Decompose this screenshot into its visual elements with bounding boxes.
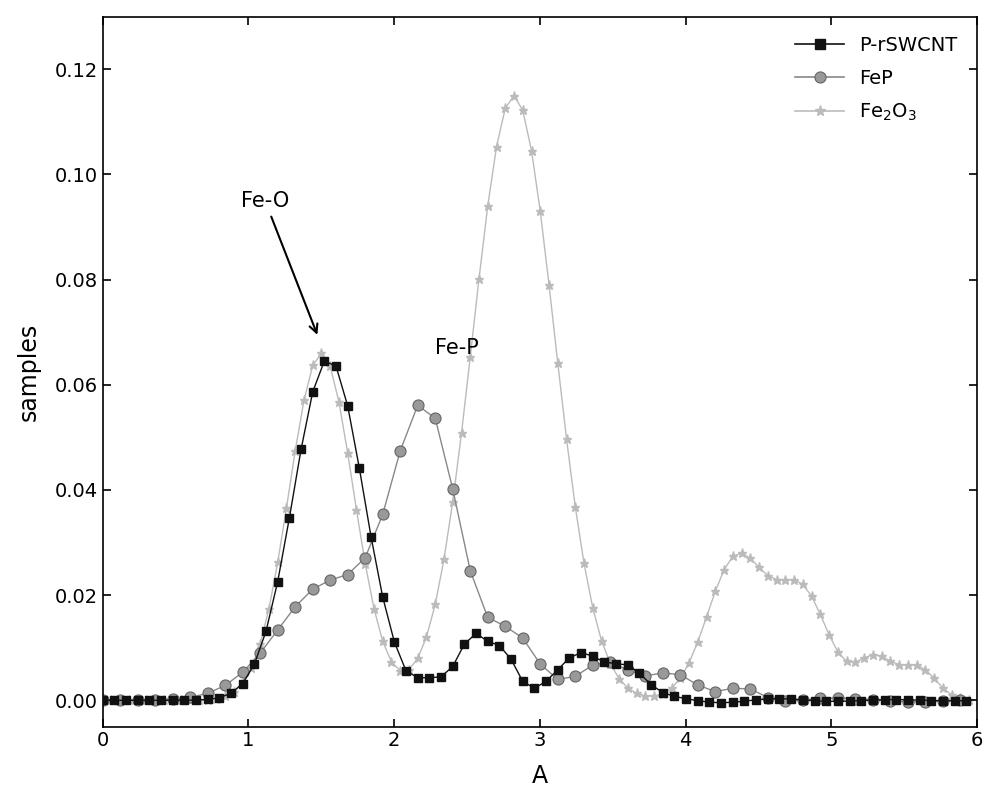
Line: FeP: FeP bbox=[97, 400, 966, 708]
P-rSWCNT bbox=[809, 696, 821, 705]
Line: P-rSWCNT: P-rSWCNT bbox=[98, 357, 970, 707]
FeP bbox=[517, 634, 529, 643]
FeP bbox=[394, 446, 406, 456]
Fe$_2$O$_3$ bbox=[963, 695, 975, 704]
FeP bbox=[272, 625, 284, 634]
FeP bbox=[552, 675, 564, 684]
Fe$_2$O$_3$ bbox=[552, 358, 564, 368]
FeP bbox=[709, 687, 721, 696]
Text: Fe-P: Fe-P bbox=[435, 338, 479, 358]
Text: Fe-O: Fe-O bbox=[241, 192, 317, 332]
FeP bbox=[167, 695, 179, 704]
Legend: P-rSWCNT, FeP, Fe$_2$O$_3$: P-rSWCNT, FeP, Fe$_2$O$_3$ bbox=[786, 27, 967, 132]
FeP bbox=[307, 584, 319, 594]
FeP bbox=[902, 697, 914, 707]
FeP bbox=[359, 553, 371, 563]
FeP bbox=[744, 684, 756, 694]
FeP bbox=[727, 683, 739, 693]
FeP bbox=[377, 510, 389, 519]
FeP bbox=[639, 671, 651, 681]
FeP bbox=[114, 696, 126, 705]
Line: Fe$_2$O$_3$: Fe$_2$O$_3$ bbox=[98, 91, 974, 705]
FeP bbox=[692, 680, 704, 690]
FeP bbox=[324, 576, 336, 585]
FeP bbox=[604, 657, 616, 667]
FeP bbox=[254, 648, 266, 658]
P-rSWCNT bbox=[167, 696, 179, 705]
FeP bbox=[499, 621, 511, 631]
FeP bbox=[202, 688, 214, 698]
FeP bbox=[289, 602, 301, 612]
Fe$_2$O$_3$ bbox=[263, 604, 275, 613]
FeP bbox=[797, 696, 809, 705]
P-rSWCNT bbox=[832, 696, 844, 706]
Fe$_2$O$_3$ bbox=[508, 91, 520, 101]
FeP bbox=[342, 570, 354, 580]
FeP bbox=[184, 692, 196, 702]
FeP bbox=[867, 695, 879, 704]
Fe$_2$O$_3$ bbox=[622, 683, 634, 693]
FeP bbox=[937, 696, 949, 706]
FeP bbox=[429, 414, 441, 423]
FeP bbox=[884, 696, 896, 706]
Fe$_2$O$_3$ bbox=[928, 674, 940, 683]
FeP bbox=[569, 671, 581, 681]
P-rSWCNT bbox=[97, 696, 109, 705]
FeP bbox=[832, 693, 844, 703]
FeP bbox=[814, 694, 826, 704]
Fe$_2$O$_3$ bbox=[298, 395, 310, 405]
FeP bbox=[919, 697, 931, 707]
FeP bbox=[219, 680, 231, 690]
FeP bbox=[762, 693, 774, 703]
FeP bbox=[447, 484, 459, 493]
X-axis label: A: A bbox=[532, 764, 548, 788]
Fe$_2$O$_3$ bbox=[902, 660, 914, 670]
FeP bbox=[237, 667, 249, 677]
FeP bbox=[149, 695, 161, 704]
Y-axis label: samples: samples bbox=[17, 323, 41, 421]
P-rSWCNT bbox=[797, 695, 809, 704]
FeP bbox=[622, 666, 634, 675]
FeP bbox=[674, 670, 686, 679]
FeP bbox=[954, 696, 966, 705]
P-rSWCNT bbox=[890, 695, 902, 704]
FeP bbox=[779, 696, 791, 706]
FeP bbox=[657, 668, 669, 678]
FeP bbox=[464, 566, 476, 576]
FeP bbox=[849, 694, 861, 704]
FeP bbox=[534, 659, 546, 669]
FeP bbox=[412, 400, 424, 410]
P-rSWCNT bbox=[773, 694, 785, 704]
Fe$_2$O$_3$ bbox=[97, 696, 109, 705]
P-rSWCNT bbox=[960, 696, 972, 705]
FeP bbox=[482, 613, 494, 622]
FeP bbox=[97, 696, 109, 705]
FeP bbox=[132, 696, 144, 705]
P-rSWCNT bbox=[318, 356, 330, 365]
P-rSWCNT bbox=[715, 698, 727, 708]
FeP bbox=[587, 660, 599, 670]
